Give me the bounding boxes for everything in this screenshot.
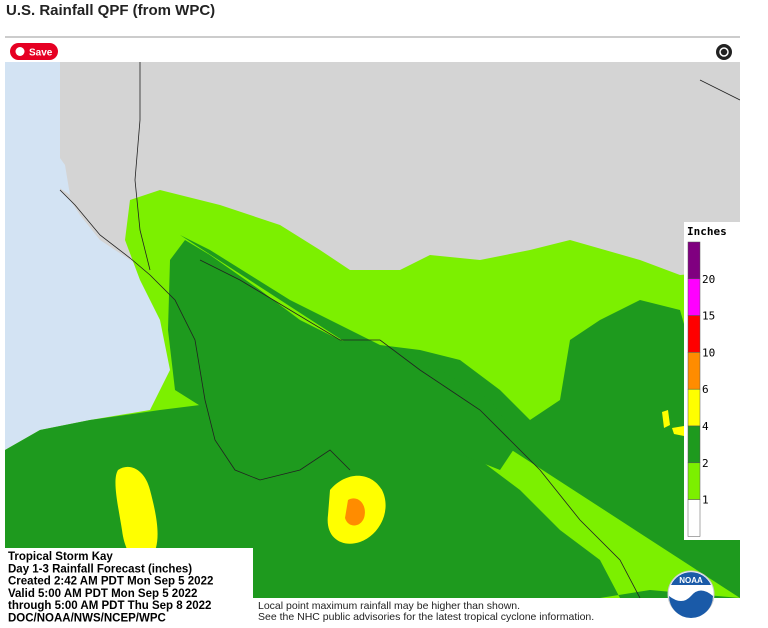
legend-tick-label: 2: [702, 457, 709, 470]
notes: Local point maximum rainfall may be high…: [258, 600, 594, 623]
legend-band: [687, 241, 701, 280]
expand-icon-inner: [719, 47, 729, 57]
info-line: Valid 5:00 AM PDT Mon Sep 5 2022: [8, 588, 197, 600]
legend-band: [687, 462, 701, 500]
coastline: [59, 62, 740, 598]
gulf: [5, 62, 70, 195]
legend-title: Inches: [687, 225, 727, 238]
legend-band: [687, 388, 701, 427]
save-label: Save: [29, 48, 53, 59]
rain-2-4-b: [168, 240, 520, 470]
legend: Inches 20 15 10 6 4 2 1: [684, 222, 740, 540]
rain-6-10: [345, 498, 365, 526]
peninsula: [60, 62, 150, 270]
legend-tick-label: 15: [702, 310, 715, 323]
page-title: U.S. Rainfall QPF (from WPC): [6, 2, 216, 19]
noaa-logo-top: [671, 572, 711, 585]
save-icon: [15, 47, 25, 56]
info-line: Tropical Storm Kay: [8, 551, 113, 563]
info-line: Day 1-3 Rainfall Forecast (inches): [8, 563, 192, 575]
legend-tick-label: 1: [702, 494, 709, 507]
info-line: Created 2:42 AM PDT Mon Sep 5 2022: [8, 576, 213, 588]
note-line: Local point maximum rainfall may be high…: [258, 600, 520, 612]
legend-band: [687, 425, 701, 464]
info-line: through 5:00 AM PDT Thu Sep 8 2022: [8, 600, 211, 612]
rain-4-6: [115, 466, 158, 564]
legend-tick-label: 20: [702, 273, 715, 286]
legend-tick-label: 4: [702, 420, 709, 433]
map-area: [5, 62, 740, 598]
info-line: DOC/NOAA/NWS/NCEP/WPC: [8, 613, 166, 625]
legend-tick-label: 6: [702, 383, 709, 396]
legend-tick-label: 10: [702, 346, 715, 359]
noaa-logo-wave: [669, 590, 713, 618]
info-box: [5, 548, 253, 625]
note-line: See the NHC public advisories for the la…: [258, 611, 594, 623]
legend-band: [687, 278, 701, 316]
save-button[interactable]: [10, 43, 58, 60]
legend-band: [687, 315, 701, 353]
legend-band: [687, 352, 701, 390]
legend-band: [687, 499, 701, 537]
expand-icon[interactable]: [716, 44, 732, 60]
rain-4-6-c: [662, 410, 684, 436]
noaa-logo-text: NOAA: [679, 576, 703, 585]
